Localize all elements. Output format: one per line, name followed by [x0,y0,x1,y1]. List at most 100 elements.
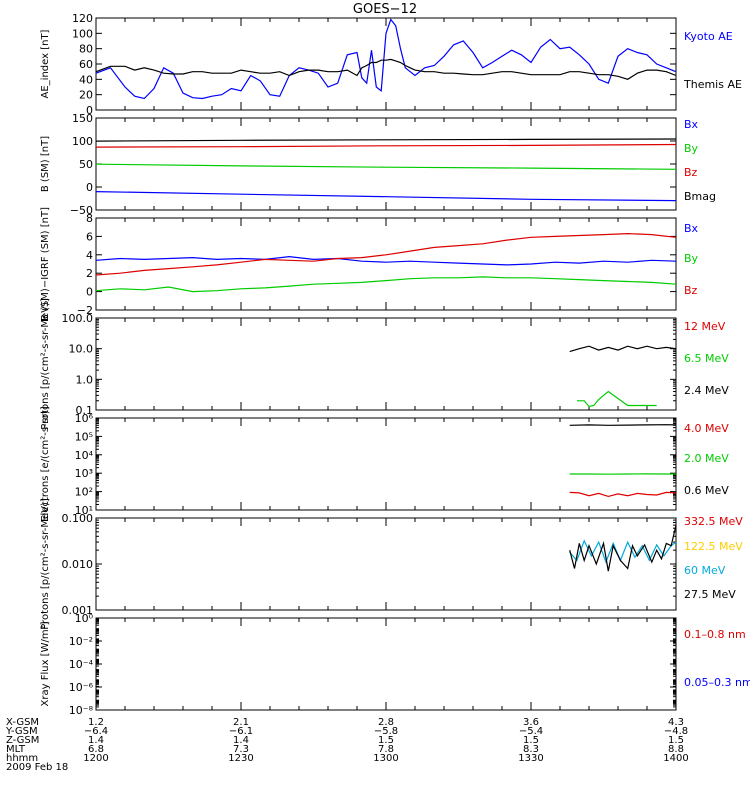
ephemeris-value: 3.6 [523,717,539,728]
legend-entry: Bx [684,222,699,235]
panel-protons_low: 0.1 1.0 10.0 100.0 Protons [p/(cm²-s-sr-MeV)… [40,298,729,430]
ephemeris-value: −6.1 [229,726,253,737]
legend-entry: 27.5 MeV [684,588,736,601]
y-tick-label: 10⁶ [75,412,94,425]
legend-entry: 122.5 MeV [684,540,743,553]
y-axis-label: AE_index [nT] [40,29,51,98]
y-tick-label: 0.010 [62,558,94,571]
y-tick-label: 10² [75,486,93,499]
ephemeris-value: −4.8 [664,726,688,737]
y-tick-label: 0 [86,104,93,117]
series-line-bmag [95,138,677,142]
ephemeris-value: 1.4 [233,735,249,746]
legend-entry: Kyoto AE [684,30,733,43]
ephemeris-value: 1330 [518,753,543,764]
y-axis-label: B (SM)−IGRF (SM) [nT] [40,207,51,321]
y-tick-label: 2 [86,267,93,280]
legend-entry: Bz [684,166,698,179]
figure-title: GOES−12 [353,2,417,17]
ephemeris-row-label: MLT [6,744,26,755]
panel-frame [95,617,677,711]
y-tick-label: 10⁻⁴ [69,658,94,671]
y-tick-label: 8 [86,212,93,225]
ephemeris-row-label: Y-GSM [5,726,38,737]
ephemeris-value: 1400 [663,753,688,764]
series-line-bx [95,191,677,202]
y-tick-label: 50 [79,158,93,171]
legend-entry: 0.6 MeV [684,484,729,497]
ephemeris-value: 1.5 [523,735,539,746]
y-axis-label: Xray Flux [W/m²] [40,621,51,706]
y-tick-label: 80 [79,43,93,56]
panel-bdiff: −2 0 2 4 6 8 B (SM)−IGRF (SM) [nT] Bx By Bz [40,207,699,321]
y-tick-label: 100.0 [62,312,94,325]
ephemeris-value: 1300 [373,753,398,764]
y-axis-label: Protons [p/(cm²-s-sr-MeV)] [40,498,51,630]
panel-protons_high: 0.001 0.010 0.100 Protons [p/(cm²-s-sr-MeV)… [40,498,743,630]
legend-entry: Bz [684,284,698,297]
series-line-kyoto-ae [95,18,677,100]
series-line-60-mev [569,539,677,564]
series-line-6-5-mev [576,390,657,408]
legend-entry: 0.1–0.8 nm [684,628,746,641]
legend-entry: 4.0 MeV [684,422,729,435]
y-tick-label: −50 [70,204,93,217]
ephemeris-value: 4.3 [668,717,684,728]
ephemeris-value: 1.5 [378,735,394,746]
series-line-by [95,276,677,293]
ephemeris-value: 8.8 [668,744,684,755]
panel-ae: 0 20 40 60 80 100 120 AE_index [nT] Kyoto AE Them… [40,12,742,117]
y-tick-label: 10⁻⁸ [69,704,94,717]
y-tick-label: 0.100 [62,512,94,525]
y-tick-label: 10¹ [75,504,93,517]
series-line-themis-ae [95,58,677,80]
panel-bsm: −50 0 50 100 150 B (SM) [nT] Bx By Bz Bmag [40,112,716,217]
panel-frame [95,217,677,311]
ephemeris-value: 1200 [83,753,108,764]
panel-frame [95,517,677,611]
legend-entry: 0.05–0.3 nm [684,676,750,689]
ephemeris-value: 2.1 [233,717,249,728]
legend-entry: By [684,252,699,265]
y-tick-label: 100 [72,27,93,40]
legend-entry: 332.5 MeV [684,515,743,528]
y-tick-label: 10⁻² [69,635,93,648]
ephemeris-value: 1.4 [88,735,104,746]
legend-entry: Themis AE [683,78,742,91]
legend-entry: 60 MeV [684,564,726,577]
panel-xray: 10⁻⁸ 10⁻⁶ 10⁻⁴ 10⁻² 10⁰ Xray Flux [W/m²] 0.1–0… [40,612,750,717]
y-tick-label: 0 [86,181,93,194]
y-tick-label: 10⁰ [75,612,94,625]
y-tick-label: −2 [77,304,93,317]
series-line-bz [95,143,677,148]
ephemeris-value: 6.8 [88,744,104,755]
legend-entry: 2.0 MeV [684,452,729,465]
y-tick-label: 60 [79,58,93,71]
ephemeris-row-label: X-GSM [6,717,39,728]
y-tick-label: 1.0 [76,373,94,386]
ephemeris-value: 1230 [228,753,253,764]
y-tick-label: 10.0 [69,343,94,356]
series-line-2-4-mev [569,345,677,353]
legend-entry: By [684,142,699,155]
ephemeris-row-label: hhmm [6,753,38,764]
legend-entry: 12 MeV [684,320,726,333]
date-label: 2009 Feb 18 [6,762,68,773]
time-axis-table: X-GSM 1.2 2.1 2.8 3.6 4.3 Y-GSM −6.4 −6.1 −5.8 −5.… [5,717,689,773]
legend-entry: Bmag [684,190,716,203]
ephemeris-value: 8.3 [523,744,539,755]
y-tick-label: 150 [72,112,93,125]
y-axis-label: B (SM) [nT] [40,136,51,192]
legend-entry: 2.4 MeV [684,384,729,397]
y-tick-label: 20 [79,89,93,102]
ephemeris-value: 1.2 [88,717,104,728]
ephemeris-row-label: Z-GSM [6,735,39,746]
y-tick-label: 10⁻⁶ [69,681,94,694]
series-line-27-5-mev [569,524,677,572]
y-tick-label: 100 [72,135,93,148]
y-axis-label: Protons [p/(cm²-s-sr-MeV)] [40,298,51,430]
series-line-by [95,163,677,170]
y-tick-label: 0 [86,286,93,299]
